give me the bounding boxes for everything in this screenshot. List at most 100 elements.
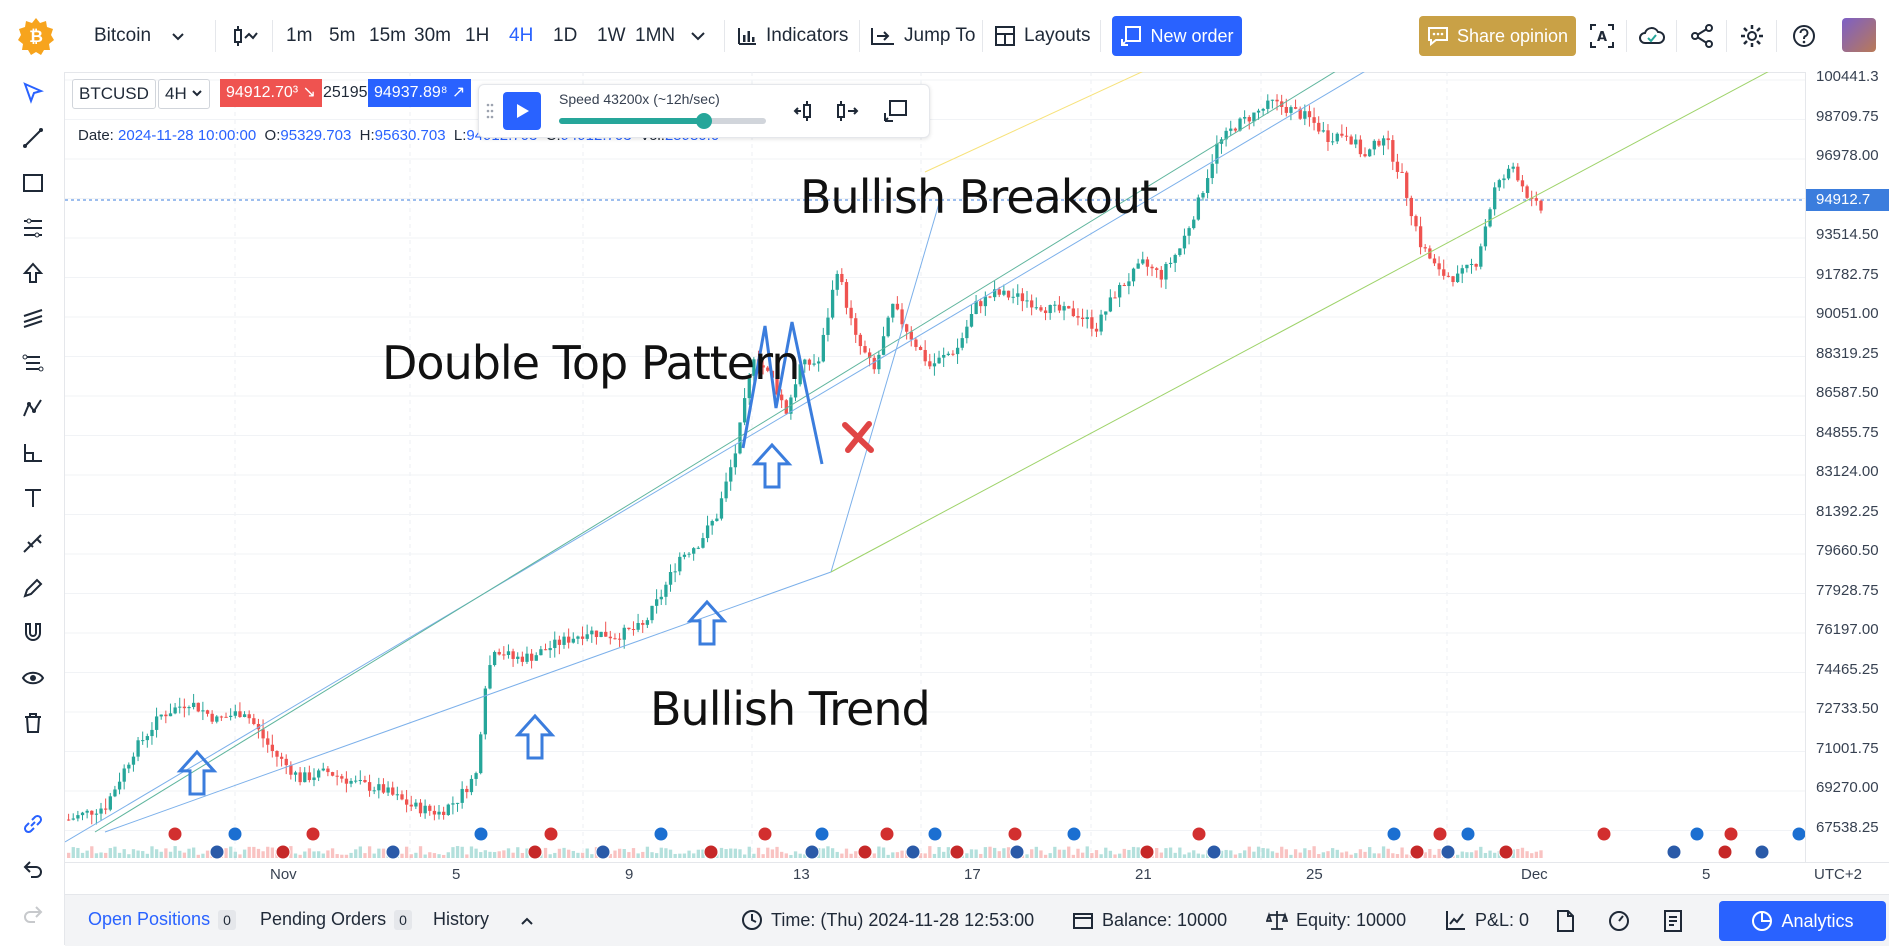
timeframe-15m[interactable]: 15m — [369, 25, 406, 46]
cloud-sync-icon[interactable] — [1636, 20, 1668, 52]
rectangle-tool-icon[interactable] — [16, 166, 50, 200]
jump-to-button[interactable]: Jump To — [870, 22, 975, 50]
candle-body — [372, 790, 376, 792]
timeframe-4h[interactable]: 4H — [509, 25, 534, 46]
chart-timeframe-button[interactable]: 4H — [158, 79, 211, 109]
toolbar-divider — [724, 20, 725, 52]
volume-bar — [1238, 853, 1242, 858]
volume-bar — [567, 849, 571, 858]
gauge-icon[interactable] — [1605, 907, 1633, 935]
help-icon[interactable] — [1788, 20, 1820, 52]
speed-slider-handle[interactable] — [695, 113, 712, 129]
symbol-selector[interactable]: Bitcoin — [94, 22, 187, 50]
screenshot-text-icon[interactable]: A — [1586, 20, 1618, 52]
layouts-button[interactable]: Layouts — [994, 22, 1091, 50]
candle-body — [1247, 117, 1251, 122]
channel-tool-icon[interactable] — [16, 301, 50, 335]
candle-body — [1164, 263, 1168, 280]
notes-icon[interactable] — [1659, 907, 1687, 935]
spread-value: 25195 — [323, 84, 368, 101]
event-flag-icon — [1409, 844, 1425, 860]
share-icon[interactable] — [1686, 20, 1718, 52]
step-forward-icon[interactable] — [833, 98, 863, 124]
event-flag-icon — [1689, 826, 1705, 842]
play-button[interactable] — [503, 92, 541, 130]
candle-body — [483, 688, 487, 735]
indicators-button[interactable]: Indicators — [736, 22, 848, 50]
parallel-lines-tool-icon[interactable] — [16, 346, 50, 380]
replay-exit-icon[interactable] — [881, 98, 911, 124]
candle-body — [1312, 117, 1316, 123]
gear-icon[interactable] — [1736, 20, 1768, 52]
text-tool-icon[interactable] — [16, 481, 50, 515]
annotation-bullish-trend[interactable]: Bullish Trend — [650, 682, 931, 736]
candle-body — [131, 756, 136, 765]
candle-body — [1381, 138, 1386, 146]
pencil-tool-icon[interactable] — [16, 571, 50, 605]
volume-bar — [571, 850, 575, 858]
tab-history[interactable]: History — [433, 909, 490, 929]
candle-body — [1178, 248, 1182, 255]
candle-body — [1071, 308, 1076, 317]
timeframe-1d[interactable]: 1D — [553, 25, 578, 46]
timeframe-1w[interactable]: 1W — [597, 25, 626, 46]
analytics-button[interactable]: Analytics — [1719, 901, 1886, 941]
volume-bar — [428, 852, 432, 858]
volume-bar — [682, 853, 687, 858]
drag-handle-icon[interactable] — [485, 101, 495, 121]
timezone-label[interactable]: UTC+2 — [1814, 866, 1862, 883]
timeframe-5m[interactable]: 5m — [329, 25, 356, 46]
chevron-up-icon[interactable] — [513, 907, 541, 935]
tab-open-positions[interactable]: Open Positions 0 — [88, 909, 237, 930]
tab-pending-orders[interactable]: Pending Orders 0 — [260, 909, 413, 930]
trash-icon[interactable] — [16, 706, 50, 740]
candle-body — [1469, 263, 1474, 265]
timeframe-1m[interactable]: 1m — [286, 25, 313, 46]
candlestick-chart[interactable] — [65, 72, 1805, 862]
magnet-icon[interactable] — [16, 616, 50, 650]
volume-bar — [1330, 848, 1335, 858]
ask-price-button[interactable]: 94937.89⁸ ↗ — [368, 79, 472, 107]
price-chart[interactable] — [65, 72, 1805, 862]
timeframe-1h[interactable]: 1H — [465, 25, 490, 46]
eye-icon[interactable] — [16, 661, 50, 695]
bitcoin-logo-icon[interactable]: ₿ — [17, 17, 55, 55]
volume-bar — [747, 846, 751, 858]
speed-slider[interactable] — [559, 113, 766, 129]
time-axis[interactable]: Nov 5 9 13 17 21 25 Dec 5 UTC+2 — [65, 862, 1889, 887]
volume-bar — [636, 853, 640, 858]
chart-type-button[interactable] — [232, 22, 260, 50]
annotation-bullish-breakout[interactable]: Bullish Breakout — [800, 170, 1158, 224]
cursor-tool-icon[interactable] — [16, 76, 50, 110]
candle-body — [1243, 117, 1247, 119]
measure-tool-icon[interactable] — [16, 436, 50, 470]
link-icon[interactable] — [16, 807, 50, 841]
volume-bar — [1030, 849, 1034, 858]
fib-retracement-tool-icon[interactable] — [16, 211, 50, 245]
pattern-tool-icon[interactable] — [16, 391, 50, 425]
undo-icon[interactable] — [16, 852, 50, 886]
bid-price-button[interactable]: 94912.70³ ↘ — [220, 79, 322, 107]
redo-icon[interactable] — [16, 897, 50, 931]
timeframe-30m[interactable]: 30m — [414, 25, 451, 46]
volume-bar — [242, 849, 247, 858]
step-back-icon[interactable] — [791, 98, 821, 124]
event-flag-icon — [1386, 826, 1402, 842]
volume-bar — [1284, 849, 1288, 858]
document-icon[interactable] — [1551, 907, 1579, 935]
share-opinion-button[interactable]: Share opinion — [1419, 16, 1576, 56]
timeframe-1mn[interactable]: 1MN — [635, 25, 676, 46]
play-icon — [517, 104, 529, 118]
new-order-button[interactable]: New order — [1112, 16, 1242, 56]
price-axis[interactable]: 100441.398709.7596978.0095246.2593514.50… — [1805, 68, 1889, 862]
chart-symbol-button[interactable]: BTCUSD — [72, 79, 156, 109]
candle-body — [622, 627, 626, 640]
volume-bar — [946, 847, 950, 858]
arrow-up-tool-icon[interactable] — [16, 256, 50, 290]
avatar[interactable] — [1842, 18, 1876, 52]
candle-body — [168, 713, 173, 717]
brush-tool-icon[interactable] — [16, 526, 50, 560]
annotation-double-top[interactable]: Double Top Pattern — [382, 336, 800, 390]
trend-line-tool-icon[interactable] — [16, 121, 50, 155]
timeframe-more-button[interactable] — [688, 22, 708, 50]
